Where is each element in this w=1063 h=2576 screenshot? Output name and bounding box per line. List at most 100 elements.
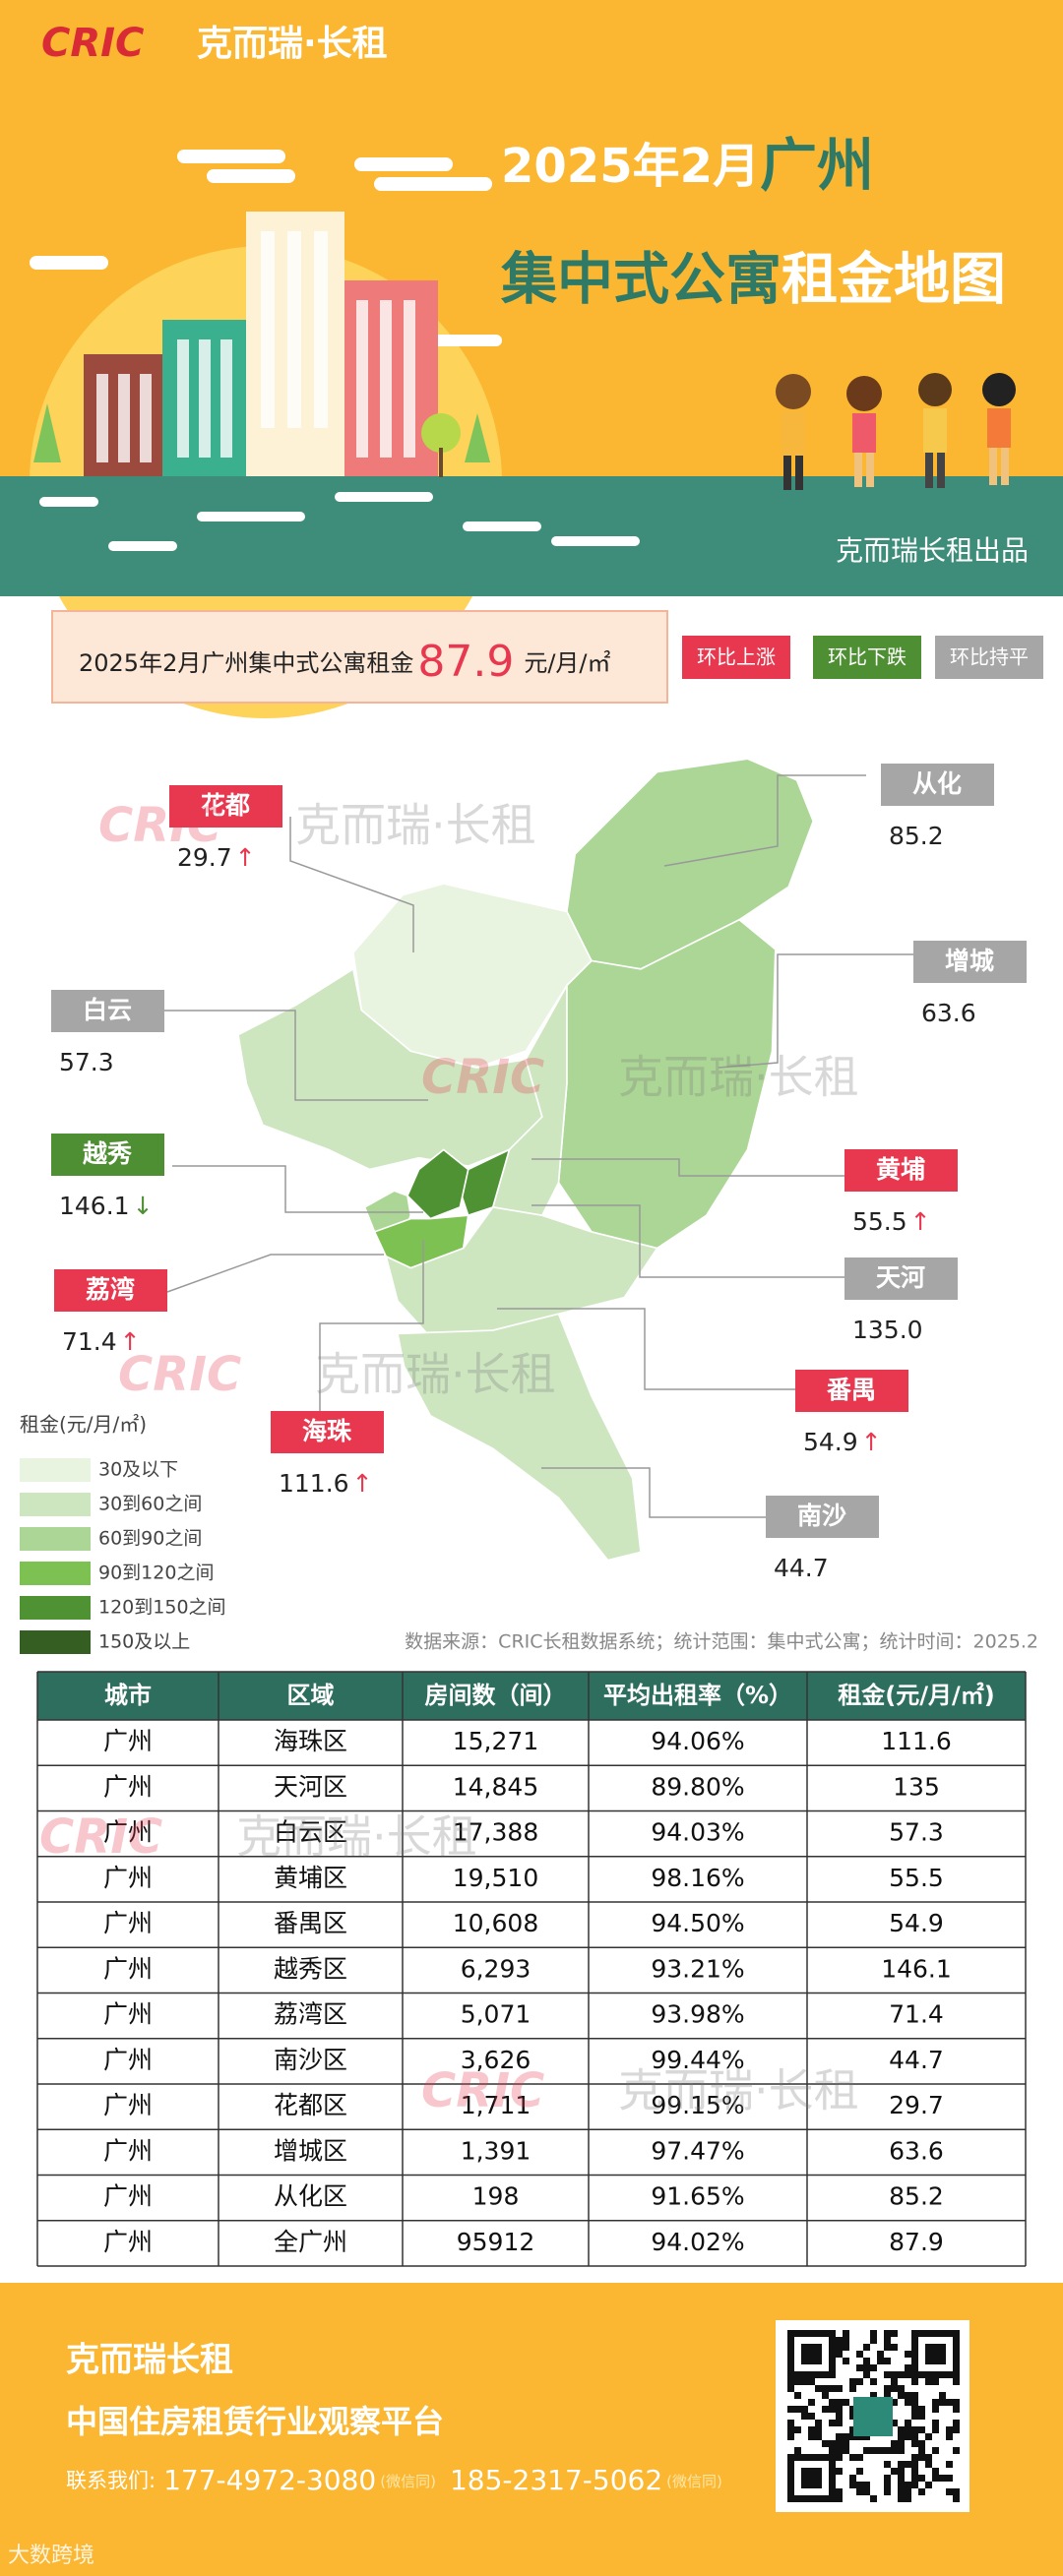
table-cell: 全广州 — [274, 2228, 347, 2256]
watermark: 克而瑞·长租 — [618, 2064, 859, 2117]
table-cell: 南沙区 — [274, 2046, 347, 2074]
qr-cell — [836, 2337, 843, 2344]
qr-cell — [911, 2378, 918, 2385]
qr-cell — [891, 2344, 898, 2351]
district-value: 57.3 — [59, 1048, 114, 1076]
qr-cell — [918, 2488, 925, 2495]
table-cell: 94.50% — [651, 1909, 744, 1937]
qr-cell — [836, 2420, 843, 2426]
qr-cell — [815, 2433, 822, 2440]
qr-cell — [856, 2488, 863, 2495]
qr-cell — [911, 2475, 918, 2482]
qr-cell — [836, 2406, 843, 2413]
district-badge — [881, 764, 994, 806]
summary-value: 87.9 — [417, 637, 514, 687]
district-trend: ↑ — [861, 1428, 882, 1456]
qr-finder — [925, 2344, 946, 2364]
district-rent: 135.0 — [852, 1316, 923, 1344]
qr-cell — [815, 2420, 822, 2426]
qr-cell — [794, 2447, 801, 2454]
qr-cell — [829, 2440, 836, 2447]
logo: CRIC — [41, 21, 144, 66]
qr-cell — [787, 2378, 794, 2385]
qr-cell — [898, 2468, 905, 2475]
qr-cell — [918, 2406, 925, 2413]
summary: 2025年2月广州集中式公寓租金87.9 元/月/㎡ — [79, 637, 611, 687]
qr-cell — [843, 2399, 849, 2406]
table-cell: 3,626 — [461, 2046, 532, 2074]
qr-cell — [836, 2413, 843, 2420]
qr-cell — [918, 2454, 925, 2461]
qr-cell — [946, 2426, 953, 2433]
table-cell: 广州 — [103, 1954, 153, 1983]
qr-cell — [822, 2392, 829, 2399]
district-trend: ↑ — [235, 843, 256, 872]
legend-swatch — [20, 1458, 91, 1482]
source: 数据来源：CRIC长租数据系统；统计范围：集中式公寓；统计时间：2025.2 — [405, 1631, 1038, 1653]
district-trend: ↑ — [910, 1207, 931, 1236]
title-city: 广州 — [760, 132, 874, 199]
qr-cell — [829, 2420, 836, 2426]
qr-cell — [939, 2475, 946, 2482]
legend-title: 租金(元/月/㎡) — [20, 1413, 147, 1437]
qr-cell — [808, 2433, 815, 2440]
table-cell: 63.6 — [889, 2136, 944, 2165]
footer-slogan: 中国住房租赁行业观察平台 — [66, 2403, 444, 2440]
table-cell: 135 — [893, 1772, 940, 1801]
qr-cell — [918, 2426, 925, 2433]
table-cell: 99.15% — [651, 2091, 744, 2119]
table-cell: 91.65% — [651, 2182, 744, 2211]
qr-cell — [953, 2406, 960, 2413]
qr-cell — [843, 2337, 849, 2344]
table-header: 租金(元/月/㎡) — [838, 1682, 994, 1709]
qr-cell — [891, 2330, 898, 2337]
qr-cell — [863, 2344, 870, 2351]
table-cell: 71.4 — [889, 2000, 944, 2029]
district-value: 135.0 — [852, 1316, 923, 1344]
table-cell: 广州 — [103, 1727, 153, 1755]
district-name: 天河 — [876, 1263, 925, 1292]
watermark: 克而瑞·长租 — [236, 1810, 477, 1864]
qr-cell — [829, 2447, 836, 2454]
district-badge — [271, 1411, 384, 1453]
qr-cell — [801, 2378, 808, 2385]
qr-cell — [877, 2358, 884, 2364]
connectors — [138, 774, 913, 1518]
qr-cell — [891, 2440, 898, 2447]
qr-cell — [905, 2364, 911, 2371]
table-cell: 98.16% — [651, 1864, 744, 1892]
qr-cell — [918, 2475, 925, 2482]
district-badge — [54, 1269, 167, 1312]
qr-cell — [884, 2385, 891, 2392]
qr-cell — [953, 2426, 960, 2433]
qr-cell — [849, 2454, 856, 2461]
qr-cell — [794, 2378, 801, 2385]
table-cell: 87.9 — [889, 2228, 944, 2256]
qr-cell — [884, 2344, 891, 2351]
table-cell: 55.5 — [889, 1864, 944, 1892]
legend-label: 120到150之间 — [98, 1597, 226, 1619]
qr-cell — [843, 2358, 849, 2364]
summary-box — [51, 610, 668, 704]
qr-cell — [925, 2378, 932, 2385]
district-badge — [51, 1134, 164, 1176]
table-cell: 146.1 — [881, 1954, 952, 1983]
watermark: 克而瑞·长租 — [618, 1051, 859, 1104]
qr-cell — [822, 2385, 829, 2392]
qr-cell — [863, 2371, 870, 2378]
qr-cell — [787, 2406, 794, 2413]
table-header: 房间数（间） — [425, 1682, 567, 1709]
qr-cell — [898, 2447, 905, 2454]
qr-cell — [911, 2482, 918, 2488]
qr-cell — [794, 2392, 801, 2399]
trend-label: 环比上涨 — [697, 645, 776, 669]
qr-finder — [801, 2344, 822, 2364]
qr-cell — [787, 2385, 794, 2392]
watermark: 克而瑞·长租 — [295, 799, 536, 852]
people — [776, 373, 1016, 490]
qr-cell — [870, 2392, 877, 2399]
qr-cell — [787, 2426, 794, 2433]
table-cell: 荔湾区 — [274, 2000, 347, 2029]
qr-cell — [905, 2488, 911, 2495]
legend-swatch — [20, 1493, 91, 1516]
